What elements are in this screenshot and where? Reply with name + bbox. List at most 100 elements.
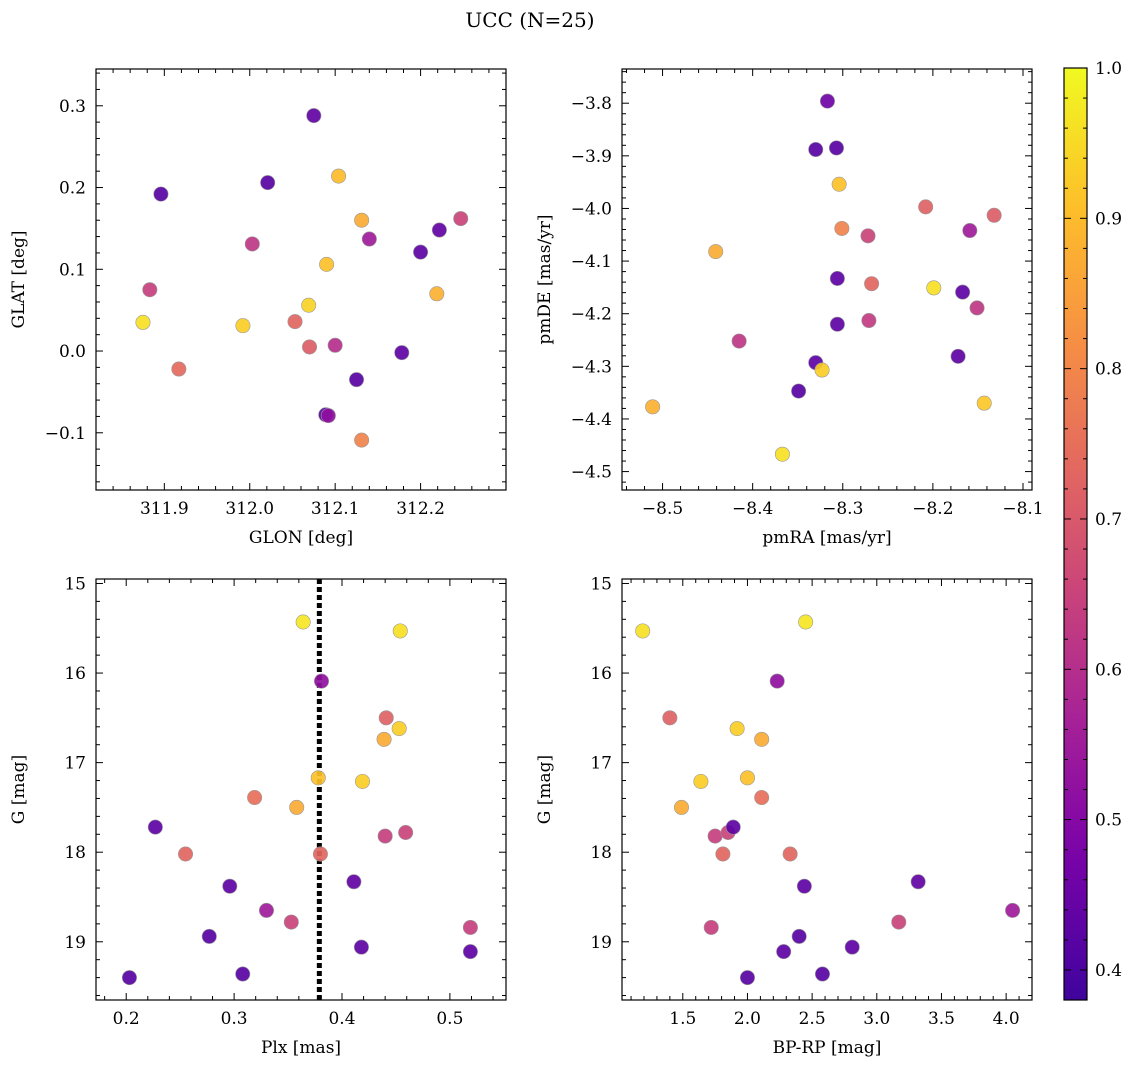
y-tick-label: −4.2 <box>571 305 612 325</box>
y-tick-label: −4.3 <box>571 357 612 377</box>
y-axis-label: pmDE [mas/yr] <box>535 214 555 344</box>
scatter-point <box>135 314 151 330</box>
scatter-point <box>782 846 798 862</box>
y-tick-label: −4.4 <box>571 410 612 430</box>
scatter-points <box>135 108 469 448</box>
scatter-point <box>791 928 807 944</box>
scatter-point <box>361 231 377 247</box>
colorbar-frame <box>1063 67 1088 1001</box>
scatter-point <box>798 614 814 630</box>
scatter-point <box>703 919 719 935</box>
y-axis-label: G [mag] <box>535 755 555 824</box>
figure-title: UCC (N=25) <box>465 8 594 32</box>
x-tick-label: 311.9 <box>140 499 189 519</box>
scatter-point <box>955 284 971 300</box>
y-tick-label: −3.9 <box>571 147 612 167</box>
scatter-points <box>635 614 1021 986</box>
scatter-point <box>153 186 169 202</box>
scatter-point <box>754 790 770 806</box>
x-tick-label: 0.2 <box>113 1009 140 1029</box>
x-tick-label: −8.4 <box>732 499 773 519</box>
scatter-point <box>142 282 158 298</box>
scatter-point <box>247 790 263 806</box>
scatter-point <box>147 819 163 835</box>
x-axis-label: Plx [mas] <box>261 1038 341 1058</box>
scatter-point <box>769 673 785 689</box>
colorbar: 0.4 0.5 0.6 0.7 0.8 0.9 1.0 <box>1063 59 1122 1001</box>
y-axis-label: GLAT [deg] <box>9 230 29 328</box>
scatter-point <box>731 333 747 349</box>
scatter-point <box>791 383 807 399</box>
scatter-point <box>354 212 370 228</box>
scatter-point <box>313 673 329 689</box>
scatter-point <box>331 168 347 184</box>
x-tick-label: −8.1 <box>1002 499 1043 519</box>
x-tick-label: −8.2 <box>912 499 953 519</box>
scatter-point <box>310 770 326 786</box>
scatter-point <box>829 270 845 286</box>
y-tick-label: −4.0 <box>571 199 612 219</box>
x-tick-label: 2.5 <box>799 1009 826 1029</box>
panel-1: 311.9 312.0 312.1 312.2 −0.1 0.0 0.1 0.2 0.3 GLON… <box>9 68 507 548</box>
scatter-point <box>235 966 251 982</box>
scatter-point <box>327 337 343 353</box>
scatter-point <box>834 220 850 236</box>
scatter-point <box>891 914 907 930</box>
ticks <box>95 69 507 490</box>
y-axis-label: G [mag] <box>9 755 29 824</box>
y-tick-label: 15 <box>64 574 86 594</box>
scatter-point <box>354 773 370 789</box>
scatter-point <box>260 175 276 191</box>
scatter-point <box>739 970 755 986</box>
y-tick-label: 16 <box>64 664 86 684</box>
scatter-point <box>986 207 1002 223</box>
y-tick-label: 19 <box>590 933 612 953</box>
scatter-points <box>645 93 1002 462</box>
scatter-point <box>662 710 678 726</box>
scatter-point <box>244 236 260 252</box>
x-tick-label: 0.3 <box>221 1009 248 1029</box>
axes-frame <box>95 68 507 491</box>
scatter-point <box>453 211 469 227</box>
x-tick-label: 3.0 <box>863 1009 890 1029</box>
colorbar-tick-label: 0.5 <box>1095 811 1122 831</box>
scatter-point <box>693 773 709 789</box>
scatter-point <box>860 228 876 244</box>
scatter-point <box>306 108 322 124</box>
scatter-point <box>302 339 318 355</box>
colorbar-tick-label: 0.6 <box>1095 660 1122 680</box>
y-tick-label: 16 <box>590 664 612 684</box>
scatter-point <box>926 280 942 296</box>
colorbar-tick-label: 1.0 <box>1095 59 1122 79</box>
scatter-point <box>287 314 303 330</box>
scatter-point <box>121 970 137 986</box>
scatter-point <box>739 770 755 786</box>
y-tick-label: −4.5 <box>571 463 612 483</box>
scatter-point <box>976 395 992 411</box>
scatter-point <box>258 902 274 918</box>
x-axis-label: GLON [deg] <box>249 528 353 548</box>
y-tick-label: 0.3 <box>59 97 86 117</box>
scatter-point <box>178 846 194 862</box>
scatter-point <box>796 878 812 894</box>
scatter-point <box>635 623 651 639</box>
scatter-point <box>831 176 847 192</box>
scatter-point <box>413 244 429 260</box>
x-tick-label: 0.5 <box>436 1009 463 1029</box>
scatter-point <box>776 944 792 960</box>
y-tick-label: −3.8 <box>571 94 612 114</box>
scatter-point <box>320 408 336 424</box>
scatter-point <box>235 318 251 334</box>
scatter-point <box>312 846 328 862</box>
colorbar-gradient <box>1064 68 1087 1000</box>
y-tick-label: 17 <box>64 754 86 774</box>
y-tick-label: 0.1 <box>59 260 86 280</box>
x-tick-label: −8.3 <box>822 499 863 519</box>
panel-2: −8.5 −8.4 −8.3 −8.2 −8.1 −4.5 −4.4 −4.3 −4.2 −4.1… <box>535 68 1044 548</box>
x-tick-label: 2.0 <box>734 1009 761 1029</box>
y-tick-label: 19 <box>64 933 86 953</box>
scatter-point <box>725 819 741 835</box>
y-tick-label: −0.1 <box>45 424 86 444</box>
y-tick-label: 0.0 <box>59 342 86 362</box>
scatter-point <box>354 432 370 448</box>
